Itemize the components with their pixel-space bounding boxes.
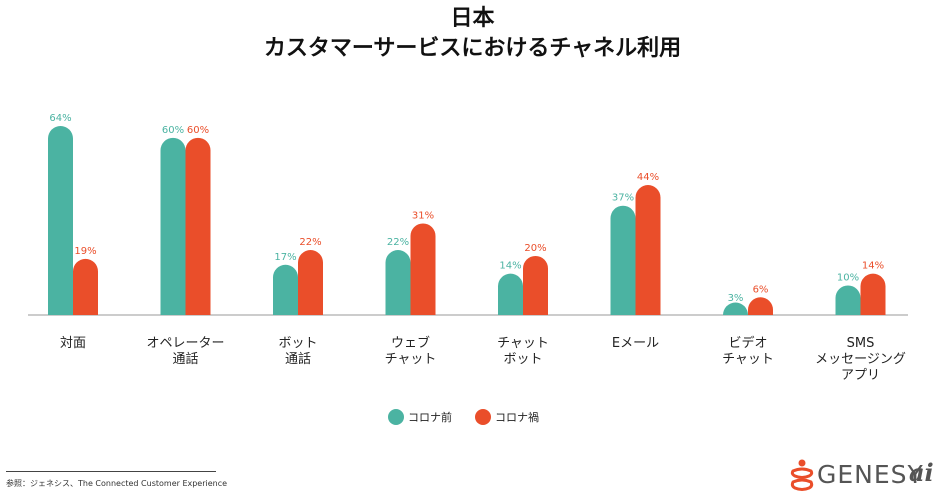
source-divider xyxy=(6,471,216,472)
bar-pre-1 xyxy=(160,137,186,315)
bar-pre-6 xyxy=(723,302,748,315)
legend-swatch xyxy=(388,409,404,425)
bar-during-7 xyxy=(860,273,886,315)
data-label: 19% xyxy=(74,246,96,257)
bar-pre-4 xyxy=(498,273,523,315)
data-label: 60% xyxy=(187,125,209,136)
bar-during-2 xyxy=(298,250,323,315)
bar-pre-0 xyxy=(48,126,73,315)
data-label: 3% xyxy=(728,293,744,304)
legend-label: コロナ禍 xyxy=(495,410,539,424)
data-label: 60% xyxy=(162,125,184,136)
legend-label: コロナ前 xyxy=(408,410,452,424)
bar-during-6 xyxy=(748,297,773,315)
bar-during-5 xyxy=(635,185,661,315)
category-label: SMS xyxy=(847,336,875,351)
logo-wordmark: GENESY xyxy=(817,460,924,489)
category-label: チャット xyxy=(722,352,774,367)
category-label: Eメール xyxy=(612,336,659,351)
category-label: 対面 xyxy=(60,336,86,351)
logo-ai: ai xyxy=(909,458,934,487)
category-label: アプリ xyxy=(841,368,880,383)
bar-during-1 xyxy=(185,137,211,315)
bar-during-0 xyxy=(73,258,98,315)
category-label: チャット xyxy=(385,352,437,367)
bar-pre-7 xyxy=(835,285,861,315)
data-label: 64% xyxy=(49,113,71,124)
bar-pre-2 xyxy=(273,264,298,315)
category-label: ウェブ xyxy=(391,335,430,351)
data-label: 20% xyxy=(524,243,546,254)
category-label: ビデオ xyxy=(728,335,767,351)
data-label: 14% xyxy=(862,261,884,272)
data-label: 44% xyxy=(637,172,659,183)
category-label: 通話 xyxy=(285,351,311,367)
chart-title: 日本 xyxy=(450,6,495,31)
bar-pre-3 xyxy=(385,250,411,315)
data-label: 31% xyxy=(412,210,434,221)
source-note: 参照：ジェネシス、The Connected Customer Experien… xyxy=(6,479,228,488)
genesys-logo-icon xyxy=(790,459,814,491)
category-label: メッセージング xyxy=(815,352,906,367)
category-label: ボット xyxy=(503,352,542,367)
data-label: 10% xyxy=(837,272,859,283)
category-label: オペレーター xyxy=(146,336,224,351)
category-label: ボット xyxy=(278,336,317,351)
genesys-logo: GENESY ai xyxy=(789,458,939,492)
category-label: 通話 xyxy=(172,351,198,367)
data-label: 22% xyxy=(387,237,409,248)
data-label: 17% xyxy=(274,252,296,263)
data-label: 6% xyxy=(753,284,769,295)
bar-during-4 xyxy=(523,255,548,315)
category-label: チャット xyxy=(497,336,549,351)
bar-pre-5 xyxy=(610,205,636,315)
chart-subtitle: カスタマーサービスにおけるチャネル利用 xyxy=(263,36,682,61)
data-label: 14% xyxy=(499,261,521,272)
data-label: 22% xyxy=(299,237,321,248)
data-label: 37% xyxy=(612,193,634,204)
legend-swatch xyxy=(475,409,491,425)
bar-during-3 xyxy=(410,223,436,315)
